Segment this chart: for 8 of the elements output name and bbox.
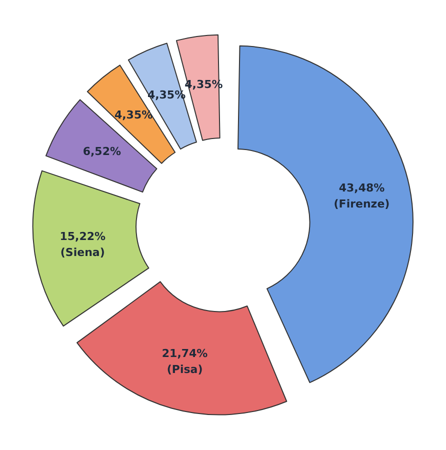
data-label: 21,74% (162, 346, 208, 360)
slice-label: (Pisa) (166, 362, 203, 376)
data-label: 43,48% (338, 182, 385, 195)
slice-label: (Siena) (60, 246, 105, 259)
data-label: 15,22% (60, 230, 106, 243)
data-label: 6,52% (82, 144, 121, 158)
slice-label: (Firenze) (334, 198, 390, 211)
data-label: 4,35% (114, 108, 153, 122)
